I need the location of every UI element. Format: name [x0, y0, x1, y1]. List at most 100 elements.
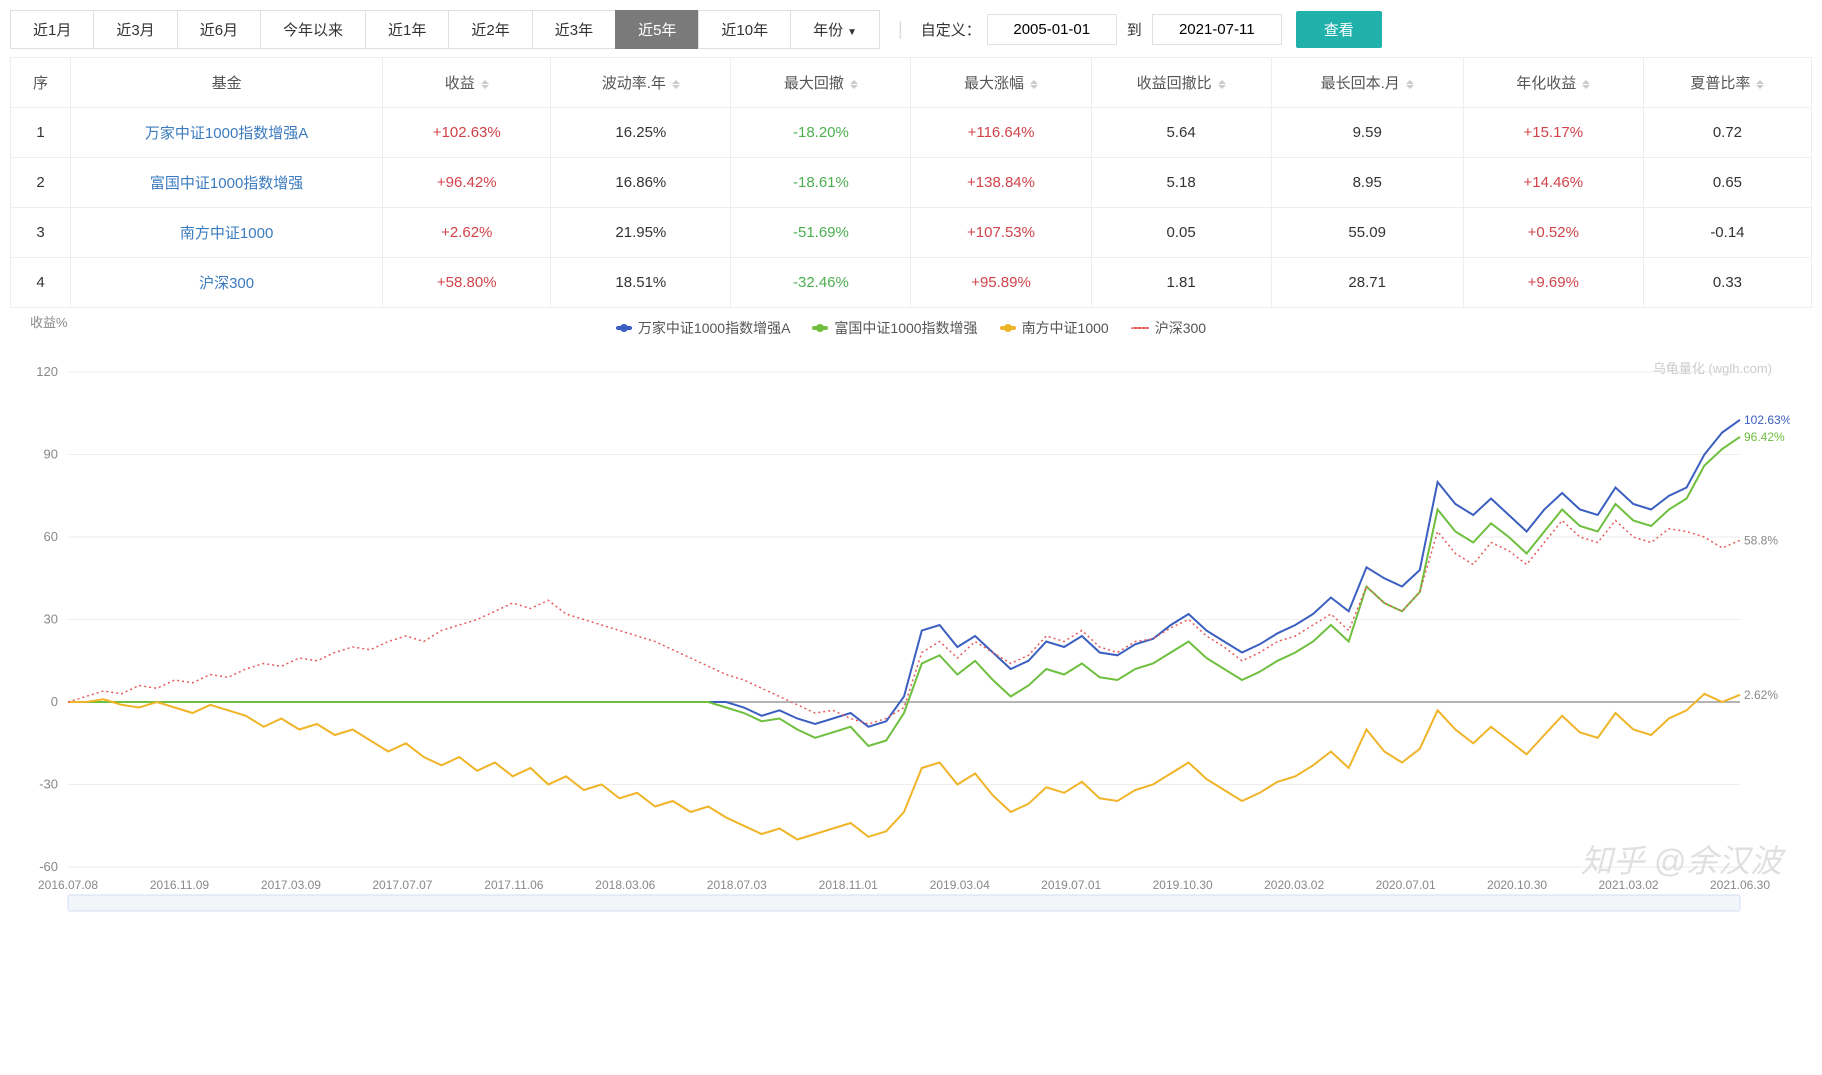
time-range-btn-3[interactable]: 今年以来 [260, 10, 366, 49]
return-cell: +102.63% [383, 108, 551, 158]
sort-icon [1406, 80, 1414, 89]
col-header-5[interactable]: 最大涨幅 [911, 58, 1091, 108]
svg-text:2016.11.09: 2016.11.09 [150, 878, 209, 892]
svg-text:2019.03.04: 2019.03.04 [930, 878, 990, 892]
sort-icon [850, 80, 858, 89]
separator: | [898, 19, 903, 40]
volatility-cell: 18.51% [551, 258, 731, 308]
sort-icon [481, 80, 489, 89]
custom-range-label: 自定义： [921, 19, 981, 40]
volatility-cell: 16.86% [551, 158, 731, 208]
svg-text:2017.03.09: 2017.03.09 [261, 878, 321, 892]
col-header-6[interactable]: 收益回撤比 [1091, 58, 1271, 108]
fund-name-link[interactable]: 万家中证1000指数增强A [71, 108, 383, 158]
col-header-8[interactable]: 年化收益 [1463, 58, 1643, 108]
annual-cell: +0.52% [1463, 208, 1643, 258]
performance-line-chart: -60-3003060901202016.07.082016.11.092017… [10, 342, 1790, 912]
col-header-2[interactable]: 收益 [383, 58, 551, 108]
return-cell: +96.42% [383, 158, 551, 208]
maxup-cell: +107.53% [911, 208, 1091, 258]
legend-swatch [1131, 327, 1149, 329]
sharpe-cell: 0.65 [1643, 158, 1811, 208]
svg-text:102.63%: 102.63% [1744, 413, 1790, 427]
table-row: 3南方中证1000+2.62%21.95%-51.69%+107.53%0.05… [11, 208, 1812, 258]
seq-cell: 1 [11, 108, 71, 158]
svg-text:2020.07.01: 2020.07.01 [1376, 878, 1436, 892]
time-range-btn-7[interactable]: 近5年 [615, 10, 699, 49]
time-range-btn-5[interactable]: 近2年 [448, 10, 532, 49]
legend-item-2[interactable]: 南方中证1000 [1000, 318, 1109, 338]
fund-name-link[interactable]: 沪深300 [71, 258, 383, 308]
time-range-btn-8[interactable]: 近10年 [698, 10, 791, 49]
svg-text:-30: -30 [39, 777, 58, 792]
rr-cell: 5.18 [1091, 158, 1271, 208]
recovery-cell: 9.59 [1271, 108, 1463, 158]
time-range-btn-2[interactable]: 近6月 [177, 10, 261, 49]
volatility-cell: 16.25% [551, 108, 731, 158]
legend-item-0[interactable]: 万家中证1000指数增强A [616, 318, 790, 338]
fund-comparison-table: 序基金收益波动率.年最大回撤最大涨幅收益回撤比最长回本.月年化收益夏普比率 1万… [10, 57, 1812, 308]
seq-cell: 2 [11, 158, 71, 208]
maxdd-cell: -18.20% [731, 108, 911, 158]
recovery-cell: 55.09 [1271, 208, 1463, 258]
watermark-text: 乌龟量化 (wglh.com) [1653, 358, 1772, 377]
legend-label: 万家中证1000指数增强A [638, 318, 790, 338]
table-row: 1万家中证1000指数增强A+102.63%16.25%-18.20%+116.… [11, 108, 1812, 158]
sort-icon [672, 80, 680, 89]
svg-text:2017.07.07: 2017.07.07 [372, 878, 432, 892]
time-range-btn-0[interactable]: 近1月 [10, 10, 94, 49]
rr-cell: 5.64 [1091, 108, 1271, 158]
legend-swatch [812, 326, 828, 330]
sharpe-cell: 0.72 [1643, 108, 1811, 158]
chart-legend: 万家中证1000指数增强A 富国中证1000指数增强 南方中证1000 沪深300 [10, 318, 1812, 338]
time-range-btn-6[interactable]: 近3年 [532, 10, 616, 49]
col-header-7[interactable]: 最长回本.月 [1271, 58, 1463, 108]
volatility-cell: 21.95% [551, 208, 731, 258]
col-header-9[interactable]: 夏普比率 [1643, 58, 1811, 108]
svg-text:2016.07.08: 2016.07.08 [38, 878, 98, 892]
svg-text:2020.03.02: 2020.03.02 [1264, 878, 1324, 892]
col-header-3[interactable]: 波动率.年 [551, 58, 731, 108]
caret-down-icon: ▼ [847, 27, 857, 38]
seq-cell: 4 [11, 258, 71, 308]
time-range-btn-1[interactable]: 近3月 [93, 10, 177, 49]
svg-text:2017.11.06: 2017.11.06 [484, 878, 543, 892]
svg-text:90: 90 [44, 447, 58, 462]
sort-icon [1756, 80, 1764, 89]
view-button[interactable]: 查看 [1296, 11, 1382, 48]
maxup-cell: +138.84% [911, 158, 1091, 208]
legend-label: 南方中证1000 [1022, 318, 1109, 338]
chart-y-axis-label: 收益% [30, 312, 68, 331]
time-range-btn-4[interactable]: 近1年 [365, 10, 449, 49]
svg-text:58.8%: 58.8% [1744, 533, 1778, 547]
fund-name-link[interactable]: 富国中证1000指数增强 [71, 158, 383, 208]
svg-text:-60: -60 [39, 859, 58, 874]
date-to-input[interactable] [1152, 14, 1282, 45]
legend-item-3[interactable]: 沪深300 [1131, 318, 1206, 338]
time-range-toolbar: 近1月近3月近6月今年以来近1年近2年近3年近5年近10年年份▼|自定义：到查看 [10, 10, 1812, 49]
svg-text:0: 0 [51, 694, 58, 709]
date-from-input[interactable] [987, 14, 1117, 45]
annual-cell: +9.69% [1463, 258, 1643, 308]
legend-item-1[interactable]: 富国中证1000指数增强 [812, 318, 977, 338]
col-header-4[interactable]: 最大回撤 [731, 58, 911, 108]
sort-icon [1218, 80, 1226, 89]
rr-cell: 1.81 [1091, 258, 1271, 308]
time-range-btn-9[interactable]: 年份▼ [790, 10, 880, 49]
sort-icon [1030, 80, 1038, 89]
legend-label: 沪深300 [1155, 318, 1206, 338]
maxup-cell: +116.64% [911, 108, 1091, 158]
rr-cell: 0.05 [1091, 208, 1271, 258]
table-row: 4沪深300+58.80%18.51%-32.46%+95.89%1.8128.… [11, 258, 1812, 308]
recovery-cell: 28.71 [1271, 258, 1463, 308]
col-header-1[interactable]: 基金 [71, 58, 383, 108]
col-header-0[interactable]: 序 [11, 58, 71, 108]
maxup-cell: +95.89% [911, 258, 1091, 308]
annual-cell: +15.17% [1463, 108, 1643, 158]
seq-cell: 3 [11, 208, 71, 258]
watermark-author: 知乎 @余汉波 [1581, 836, 1782, 882]
sort-icon [1582, 80, 1590, 89]
chart-container: 收益% 万家中证1000指数增强A富国中证1000指数增强南方中证1000沪深3… [10, 318, 1812, 912]
fund-name-link[interactable]: 南方中证1000 [71, 208, 383, 258]
legend-swatch [1000, 326, 1016, 330]
